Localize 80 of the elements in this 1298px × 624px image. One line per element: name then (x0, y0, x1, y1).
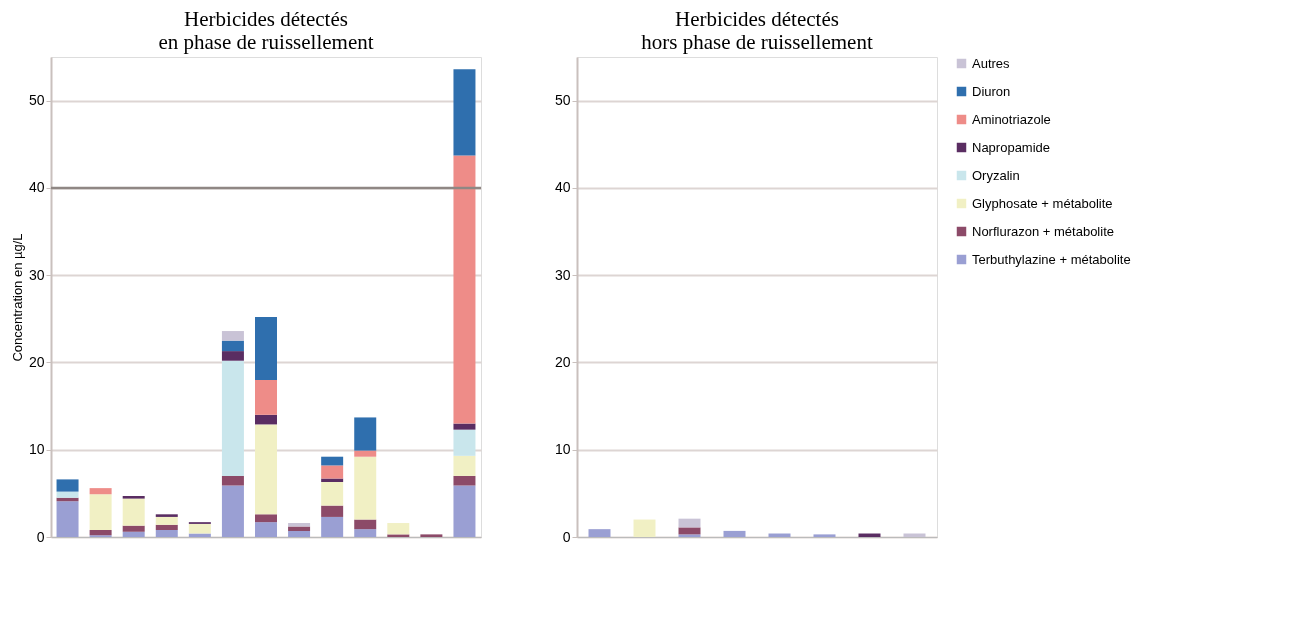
legend-label: Glyphosate + métabolite (972, 195, 1113, 211)
y-tick-label: 10 (28, 441, 45, 458)
bar (723, 530, 746, 537)
bar (453, 155, 476, 424)
bar (354, 529, 377, 537)
bar (155, 514, 178, 517)
bar (453, 455, 476, 476)
bar (321, 505, 344, 517)
bar (453, 429, 476, 456)
y-tick-label: 50 (28, 92, 45, 109)
y-tick-label: 0 (36, 528, 45, 545)
bar (56, 501, 79, 537)
legend-label: Terbuthylazine + métabolite (972, 251, 1131, 267)
bar (89, 530, 112, 536)
legend-label: Norflurazon + métabolite (972, 223, 1114, 239)
bar (678, 518, 701, 528)
bar (321, 465, 344, 479)
bar (420, 534, 443, 537)
bar (453, 485, 476, 537)
bar (453, 475, 476, 486)
y-tick-label: 50 (554, 92, 571, 109)
bar (122, 498, 145, 526)
y-tick-label: 30 (28, 266, 45, 283)
bar (321, 482, 344, 506)
bar (89, 488, 112, 495)
bar (321, 516, 344, 537)
bar (255, 522, 277, 537)
bar (89, 494, 112, 531)
bar (155, 516, 178, 525)
bar (221, 351, 244, 361)
bar (255, 414, 277, 425)
legend-label: Napropamide (972, 139, 1051, 155)
bar (221, 475, 244, 486)
bar (255, 424, 277, 515)
bar (354, 519, 377, 530)
bar (56, 491, 79, 498)
legend-label: Oryzalin (972, 167, 1020, 183)
bar (155, 524, 178, 531)
bar (354, 450, 377, 457)
legend-label: Diuron (972, 83, 1011, 99)
bar (321, 456, 344, 466)
bar (288, 530, 311, 537)
y-tick-label: 20 (28, 353, 45, 370)
bar (288, 523, 311, 527)
bar (122, 531, 145, 537)
bar (122, 495, 145, 499)
bar (221, 340, 244, 352)
y-tick-label: 0 (562, 528, 571, 545)
bar (678, 527, 701, 535)
bar (387, 523, 410, 535)
chart-title: Herbicides détectés hors phase de ruissellement (641, 7, 873, 54)
bar (354, 417, 377, 451)
legend-label: Aminotriazole (972, 111, 1051, 127)
chart-title: Herbicides détectés en phase de ruissellement (158, 7, 374, 54)
bar (122, 525, 145, 532)
bar (453, 69, 476, 156)
y-axis-title: Concentration en µg/L (9, 233, 25, 362)
bar (354, 456, 377, 520)
bar (288, 526, 311, 531)
bar (221, 331, 244, 341)
bar (221, 360, 244, 476)
y-tick-label: 40 (28, 179, 45, 196)
bar (678, 534, 701, 537)
bar (633, 519, 656, 537)
y-tick-label: 20 (554, 353, 571, 370)
bar (387, 534, 410, 537)
legend-label: Autres (972, 55, 1011, 71)
y-tick-label: 30 (554, 266, 571, 283)
bar (155, 530, 178, 537)
bar (188, 523, 211, 534)
bar (255, 379, 277, 415)
bar (221, 485, 244, 537)
bar (255, 514, 277, 523)
bar (813, 534, 836, 537)
bar (453, 423, 476, 430)
bar (588, 529, 611, 537)
y-tick-label: 10 (554, 441, 571, 458)
bar (56, 479, 79, 492)
y-tick-label: 40 (554, 179, 571, 196)
bar (255, 317, 277, 380)
